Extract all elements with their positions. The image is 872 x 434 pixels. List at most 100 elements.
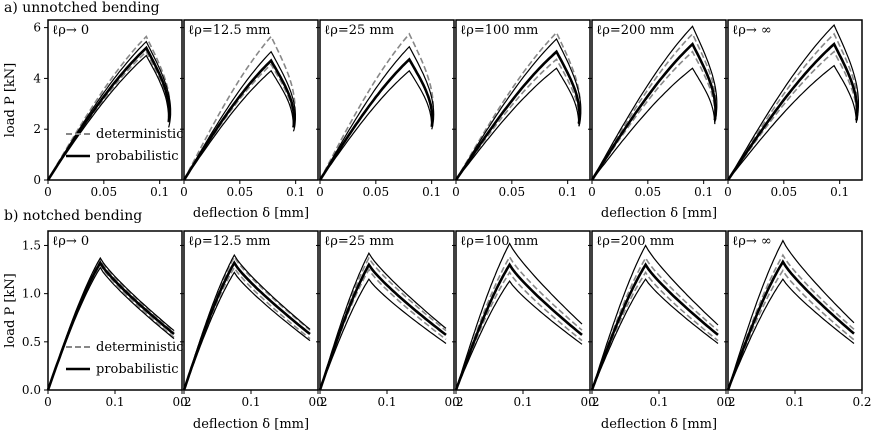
probabilistic-curve-upper [727,239,855,391]
probabilistic-curve-lower [727,64,857,181]
x-tick-label: 0 [180,395,188,409]
x-tick-label: 0.05 [498,185,525,199]
deterministic-curve-upper [183,255,311,391]
probabilistic-curve-lower [727,278,855,391]
x-tick-label: 0 [44,185,52,199]
probabilistic-curve-upper [319,45,435,181]
x-tick-label: 0.2 [308,395,327,409]
x-tick-label: 0.1 [785,395,804,409]
x-tick-label: 0 [724,185,732,199]
deterministic-curve-lower [183,266,311,391]
x-tick-label: 0.05 [634,185,661,199]
x-tick-label: 0 [452,395,460,409]
x-tick-label: 0.1 [694,185,713,199]
x-tick-label: 0 [316,395,324,409]
x-axis-label: deflection δ [mm] [193,417,309,432]
panel-frame [455,19,591,181]
x-tick-label: 0.1 [377,395,396,409]
deterministic-curve-lower [319,58,433,181]
probabilistic-curve-mean [182,58,296,181]
probabilistic-curve-lower [319,278,447,391]
panel-label: ℓρ→ 0 [52,23,89,38]
deterministic-curve-upper [591,256,719,391]
deterministic-curve-upper [319,256,447,391]
x-tick-label: 0.1 [422,185,441,199]
x-tick-label: 0.1 [830,185,849,199]
x-tick-label: 0 [44,395,52,409]
x-tick-label: 0.05 [90,185,117,199]
panel-frame [455,230,591,391]
panel-frame [319,230,455,391]
y-tick-label: 4 [33,71,41,85]
x-tick-label: 0.1 [558,185,577,199]
probabilistic-curve-upper [455,242,583,391]
probabilistic-curve-upper [591,244,719,391]
panel-frame [591,230,727,391]
x-tick-label: 0.2 [444,395,463,409]
x-tick-label: 0.2 [172,395,191,409]
deterministic-curve-lower [591,50,716,181]
probabilistic-curve-mean [590,262,719,391]
panel-frame [319,19,455,181]
panel-label: ℓρ=200 mm [596,234,674,249]
x-tick-label: 0.1 [150,185,169,199]
probabilistic-curve-mean [726,42,859,181]
deterministic-curve-lower [455,58,580,181]
probabilistic-curve-mean [454,49,581,181]
deterministic-curve-upper [319,32,434,181]
probabilistic-curve-upper [591,25,718,181]
probabilistic-curve-mean [182,260,311,391]
probabilistic-curve-upper [455,37,582,181]
y-tick-label: 0 [33,173,41,187]
x-tick-label: 0.1 [649,395,668,409]
probabilistic-curve-mean [46,260,175,391]
row-title: b) notched bending [4,208,142,224]
panel-frame [727,19,863,181]
deterministic-curve-upper [455,31,582,181]
x-tick-label: 0.05 [362,185,389,199]
x-tick-label: 0.2 [852,395,871,409]
probabilistic-curve-lower [591,67,716,181]
probabilistic-curve-lower [455,280,583,391]
probabilistic-curve-lower [591,278,719,391]
panel-label: ℓρ=25 mm [324,234,394,249]
x-tick-label: 0 [316,185,324,199]
x-tick-label: 0.1 [513,395,532,409]
probabilistic-curve-mean [726,259,855,391]
y-tick-label: 6 [33,21,41,35]
panel-label: ℓρ→ 0 [52,234,89,249]
panel-frame [183,230,319,391]
x-tick-label: 0.05 [226,185,253,199]
probabilistic-curve-mean [590,41,717,181]
probabilistic-curve-mean [318,262,447,391]
x-tick-label: 0.1 [286,185,305,199]
legend-deterministic-label: deterministic [96,340,184,355]
panel-label: ℓρ=200 mm [596,23,674,38]
x-tick-label: 0.1 [105,395,124,409]
y-tick-label: 1.5 [22,238,41,252]
x-tick-label: 0.2 [580,395,599,409]
probabilistic-curve-upper [183,50,296,181]
y-tick-label: 0.5 [22,335,41,349]
probabilistic-curve-lower [455,67,580,181]
panel-label: ℓρ=100 mm [460,234,538,249]
panel-label: ℓρ=25 mm [324,23,394,38]
panel-label: ℓρ=100 mm [460,23,538,38]
deterministic-curve-upper [727,253,855,391]
probabilistic-curve-lower [47,54,170,181]
panel-label: ℓρ→ ∞ [732,23,772,38]
x-tick-label: 0 [724,395,732,409]
y-axis-label: load P [kN] [3,63,18,137]
x-axis-label: deflection δ [mm] [601,417,717,432]
y-tick-label: 2 [33,122,41,136]
probabilistic-curve-mean [46,45,171,181]
y-axis-label: load P [kN] [3,273,18,347]
probabilistic-curve-lower [319,69,433,181]
x-axis-label: deflection δ [mm] [193,206,309,221]
row-title: a) unnotched bending [4,0,160,16]
legend-probabilistic-label: probabilistic [96,149,179,164]
deterministic-curve-lower [727,50,858,181]
panel-label: ℓρ=12.5 mm [188,23,271,38]
x-tick-label: 0.05 [770,185,797,199]
